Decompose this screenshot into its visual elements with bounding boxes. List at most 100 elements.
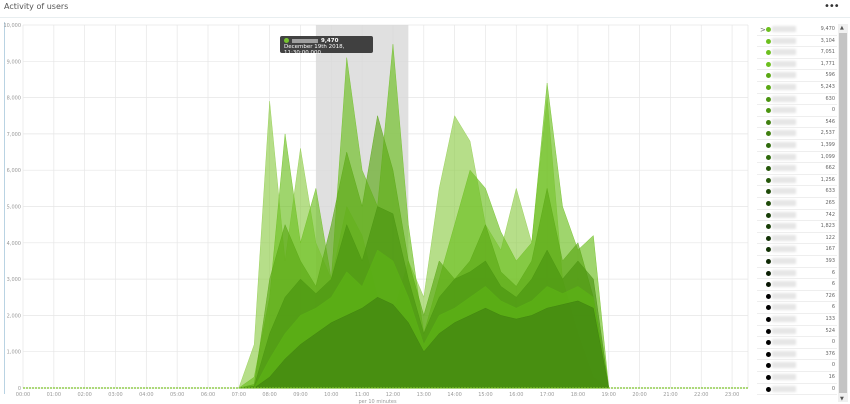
legend-scrollbar[interactable]: ▲ ▼ (838, 24, 848, 402)
legend-item[interactable]: 6 (757, 268, 837, 280)
legend-list: 9,470 3,104 7,051 1,771 596 5,243 630 0 546 2,537… (757, 24, 837, 402)
legend-item[interactable]: 393 (757, 256, 837, 268)
legend-value: 662 (825, 165, 835, 172)
blurred-series-name (292, 38, 318, 43)
blurred-series-name (772, 130, 796, 137)
legend-item[interactable]: 596 (757, 70, 837, 82)
y-tick-label: 6,000 (7, 168, 21, 174)
legend-item[interactable]: 122 (757, 233, 837, 245)
blurred-series-name (772, 281, 796, 288)
more-options-icon[interactable]: ••• (824, 1, 840, 12)
legend-item[interactable]: 0 (757, 337, 837, 349)
legend-item[interactable]: 16 (757, 372, 837, 384)
legend-item[interactable]: 742 (757, 210, 837, 222)
legend-value: 633 (825, 188, 835, 195)
series-dot-icon (766, 224, 771, 230)
y-tick-label: 9,000 (7, 59, 21, 65)
legend-value: 6 (831, 304, 835, 311)
legend-value: 0 (831, 385, 835, 392)
legend-item[interactable]: 662 (757, 163, 837, 175)
x-tick-label: 13:00 (417, 392, 431, 398)
blurred-series-name (772, 292, 796, 299)
legend-value: 6 (831, 269, 835, 276)
legend-item[interactable]: 524 (757, 326, 837, 338)
legend-item[interactable]: 7,051 (757, 47, 837, 59)
chevron-right-icon[interactable]: > (760, 26, 766, 34)
y-tick-label: 2,000 (7, 313, 21, 319)
legend-value: 9,470 (820, 26, 835, 32)
scrollbar-thumb[interactable] (839, 33, 847, 393)
legend-item[interactable]: 0 (757, 360, 837, 372)
scroll-up-icon[interactable]: ▲ (840, 25, 844, 31)
series-dot-icon (766, 317, 771, 322)
legend-item[interactable]: 2,537 (757, 128, 837, 140)
legend-value: 726 (825, 292, 835, 299)
legend-value: 1,256 (820, 176, 835, 183)
blurred-series-name (772, 200, 796, 206)
legend-item[interactable]: 376 (757, 349, 837, 361)
legend-item[interactable]: 1,256 (757, 175, 837, 187)
x-tick-label: 21:00 (663, 392, 677, 398)
x-tick-label: 17:00 (540, 392, 554, 398)
legend-value: 1,399 (820, 142, 835, 148)
blurred-series-name (772, 234, 796, 241)
blurred-series-name (772, 362, 796, 369)
series-dot-icon (766, 108, 771, 114)
legend-value: 5,243 (820, 84, 835, 90)
legend-item[interactable]: 6 (757, 302, 837, 314)
left-accent-bar (4, 22, 5, 394)
x-tick-label: 22:00 (694, 392, 708, 398)
legend-item[interactable]: 1,399 (757, 140, 837, 152)
series-dot-icon (766, 259, 771, 264)
blurred-series-name (772, 304, 796, 311)
legend-item[interactable]: 546 (757, 117, 837, 129)
legend-item[interactable]: 633 (757, 186, 837, 198)
blurred-series-name (772, 142, 796, 148)
series-dot-icon (766, 247, 771, 253)
x-tick-label: 09:00 (293, 392, 307, 398)
legend-value: 596 (825, 72, 835, 79)
activity-area-chart[interactable]: 0 1,000 2,000 3,000 4,000 5,000 6,000 7,000 8,00… (0, 18, 756, 404)
tooltip-value: 9,470 (321, 38, 339, 44)
x-tick-label: 02:00 (77, 392, 91, 398)
x-tick-label: 12:00 (386, 392, 400, 398)
series-dot-icon (766, 166, 771, 172)
x-tick-label: 10:00 (324, 392, 338, 398)
legend-item[interactable]: 5,243 (757, 82, 837, 94)
legend-item[interactable]: 6 (757, 279, 837, 291)
legend-item[interactable]: 630 (757, 94, 837, 106)
legend-value: 376 (825, 350, 835, 357)
legend-item[interactable]: 1,771 (757, 59, 837, 71)
legend-item[interactable]: 265 (757, 198, 837, 210)
scroll-down-icon[interactable]: ▼ (840, 396, 844, 402)
blurred-series-name (772, 269, 796, 276)
blurred-series-name (772, 95, 796, 102)
blurred-series-name (772, 246, 796, 253)
blurred-series-name (772, 26, 796, 32)
legend-item[interactable]: 0 (757, 105, 837, 117)
legend-item[interactable]: 1,823 (757, 221, 837, 233)
legend-item[interactable]: 726 (757, 291, 837, 303)
series-dot-icon (766, 270, 771, 276)
legend-value: 742 (825, 211, 835, 218)
y-tick-label: 7,000 (7, 132, 21, 138)
legend-item[interactable]: 1,099 (757, 152, 837, 164)
blurred-series-name (772, 60, 796, 67)
series-dot-icon (766, 131, 771, 137)
blurred-series-name (772, 316, 796, 322)
series-dot-icon (766, 119, 771, 125)
legend-item[interactable]: 167 (757, 244, 837, 256)
x-tick-label: 23:00 (725, 392, 739, 398)
chart-tooltip: 9,470 December 19th 2018, 11:30:00.000 (280, 36, 373, 56)
blurred-series-name (772, 72, 796, 79)
series-dot-icon (766, 143, 771, 148)
series-dot-icon (766, 189, 771, 195)
legend-item[interactable]: 133 (757, 314, 837, 326)
series-dot-icon (766, 212, 771, 218)
legend-item[interactable]: 9,470 (757, 24, 837, 36)
y-tick-label: 0 (18, 386, 21, 392)
legend-item[interactable]: 3,104 (757, 36, 837, 48)
legend-value: 393 (825, 258, 835, 264)
legend-item[interactable]: 0 (757, 384, 837, 396)
series-dot-icon (766, 351, 771, 357)
